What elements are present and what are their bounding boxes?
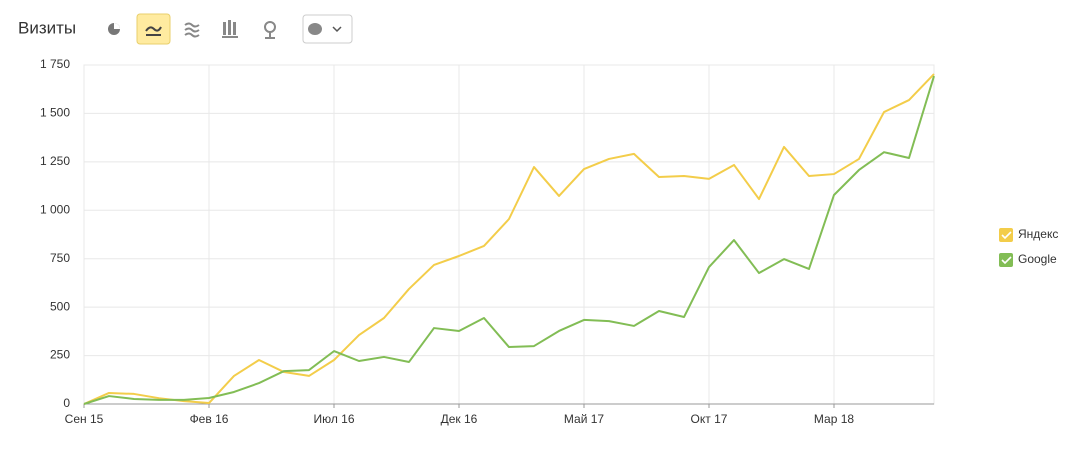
x-tick-label: Фев 16 bbox=[190, 412, 229, 426]
x-tick-label: Июл 16 bbox=[313, 412, 354, 426]
series-line bbox=[83, 75, 935, 405]
series-line bbox=[83, 73, 935, 405]
y-tick-label: 1 750 bbox=[40, 57, 70, 71]
x-tick-label: Май 17 bbox=[564, 412, 605, 426]
toolbar bbox=[108, 13, 353, 45]
comment-dropdown[interactable] bbox=[302, 14, 353, 44]
x-tick-label: Мар 18 bbox=[814, 412, 854, 426]
map-button[interactable] bbox=[264, 21, 276, 39]
x-tick-label: Сен 15 bbox=[65, 412, 104, 426]
legend-label[interactable]: Яндекс bbox=[1018, 227, 1058, 241]
legend-check bbox=[1001, 231, 1012, 240]
y-tick-label: 0 bbox=[63, 396, 70, 410]
area-button[interactable] bbox=[184, 22, 200, 38]
y-tick-label: 1 500 bbox=[40, 106, 70, 120]
y-tick-label: 1 000 bbox=[40, 202, 70, 216]
chart-title: Визиты bbox=[18, 18, 76, 37]
legend-check bbox=[1001, 256, 1012, 265]
y-tick-label: 750 bbox=[50, 251, 70, 265]
y-tick-label: 500 bbox=[50, 299, 70, 313]
pie-button[interactable] bbox=[108, 23, 120, 35]
x-tick-label: Дек 16 bbox=[441, 412, 478, 426]
legend-checkbox[interactable] bbox=[999, 228, 1013, 242]
plot-border bbox=[83, 64, 935, 405]
legend-label[interactable]: Google bbox=[1018, 252, 1057, 266]
x-tick-label: Окт 17 bbox=[691, 412, 728, 426]
y-tick-label: 250 bbox=[50, 348, 70, 362]
bar-button[interactable] bbox=[222, 20, 238, 38]
y-tick-label: 1 250 bbox=[40, 154, 70, 168]
legend-checkbox[interactable] bbox=[999, 253, 1013, 267]
